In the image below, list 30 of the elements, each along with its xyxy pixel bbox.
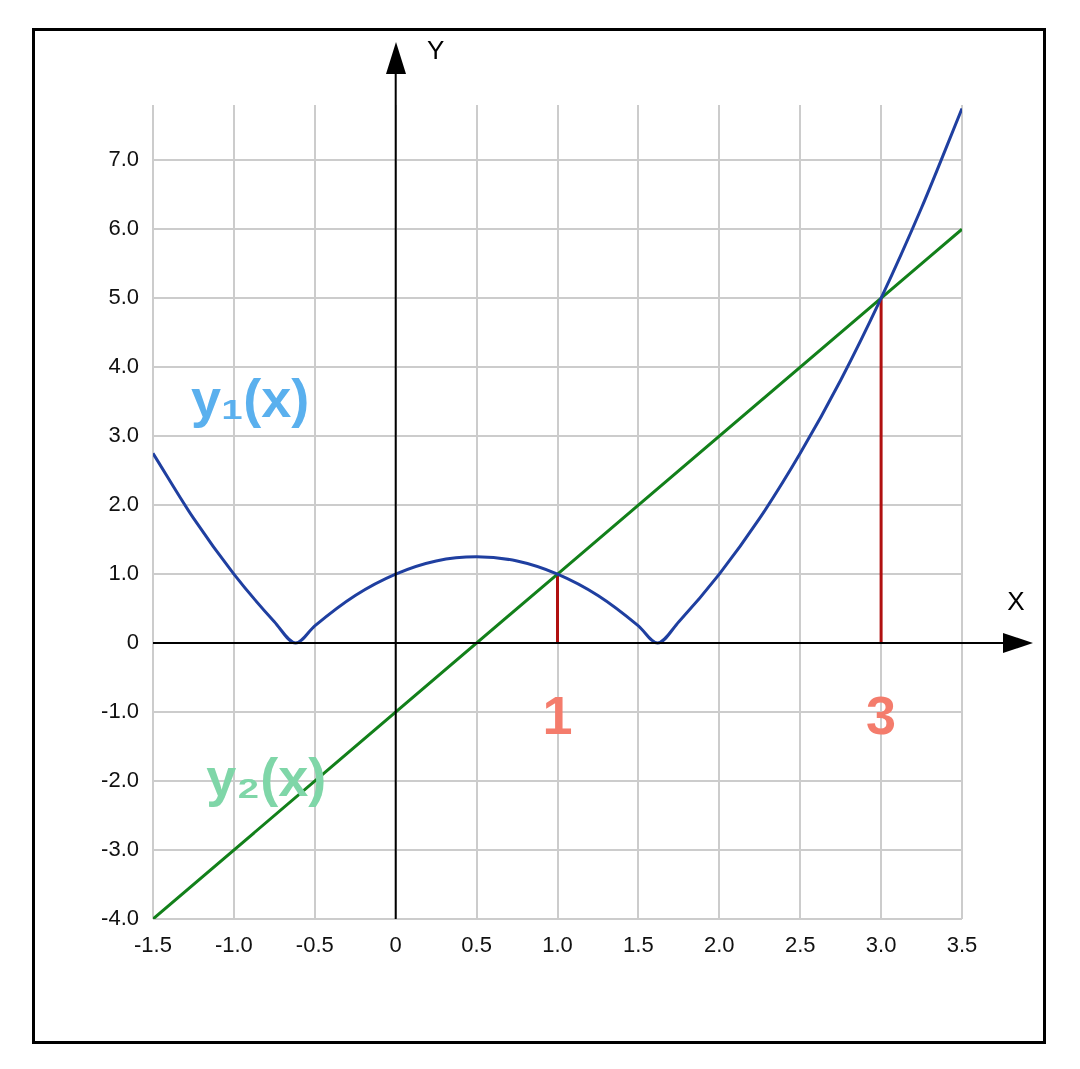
y-tick-label: 7.0 bbox=[108, 146, 139, 172]
x-tick-label: 1.0 bbox=[542, 932, 573, 958]
y-tick-label: -4.0 bbox=[101, 905, 139, 931]
y-tick-label: 6.0 bbox=[108, 215, 139, 241]
y-tick-label: 1.0 bbox=[108, 560, 139, 586]
y-tick-label: 3.0 bbox=[108, 422, 139, 448]
x-tick-label: 2.5 bbox=[784, 932, 816, 958]
y-tick-label: 4.0 bbox=[108, 353, 139, 379]
y-tick-label: 0 bbox=[126, 629, 139, 655]
y-tick-label: -2.0 bbox=[101, 767, 139, 793]
annotation: 1 bbox=[542, 684, 573, 745]
x-tick-label: -1.5 bbox=[134, 932, 172, 958]
annotation: 3 bbox=[866, 684, 897, 745]
x-tick-label: 3.0 bbox=[865, 932, 897, 958]
x-axis-title: X bbox=[1007, 586, 1025, 617]
annotation: y₂(x) bbox=[206, 746, 327, 807]
line-series bbox=[153, 106, 962, 645]
annotation: y₁(x) bbox=[190, 367, 310, 428]
y-tick-label: 2.0 bbox=[108, 491, 139, 517]
y-tick-label: 5.0 bbox=[108, 284, 139, 310]
x-tick-label: 0 bbox=[389, 932, 402, 958]
y-axis-title: Y bbox=[427, 35, 445, 66]
x-tick-label: 3.5 bbox=[946, 932, 978, 958]
x-tick-label: -0.5 bbox=[295, 932, 334, 958]
x-tick-label: 0.5 bbox=[461, 932, 492, 958]
x-tick-label: -1.0 bbox=[214, 932, 253, 958]
y-tick-label: -1.0 bbox=[101, 698, 139, 724]
x-tick-label: 2.0 bbox=[704, 932, 735, 958]
x-tick-label: 1.5 bbox=[623, 932, 654, 958]
y-tick-label: -3.0 bbox=[101, 836, 139, 862]
